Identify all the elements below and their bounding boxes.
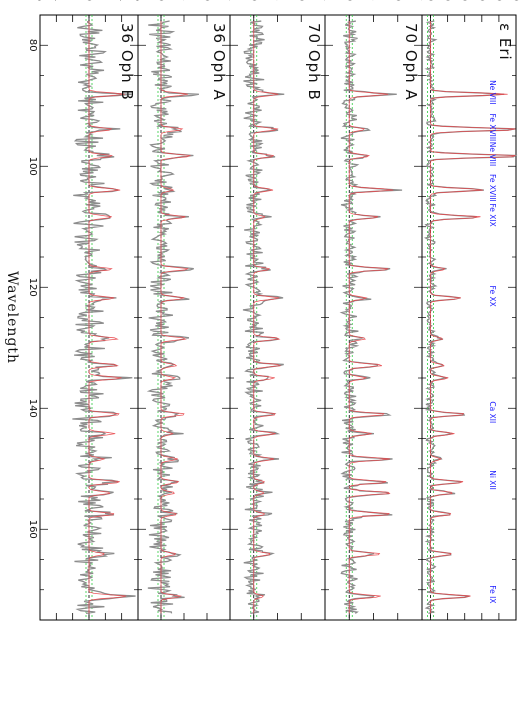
y-tick-label: 15 <box>224 0 235 1</box>
line-id-label: Ca XII <box>488 401 497 423</box>
observed-spectrum <box>146 20 199 614</box>
y-tick-label: 5 <box>178 0 189 1</box>
panel-label: ε Eri <box>496 23 514 61</box>
panel-5: -6 -4 -2 0 2 4 6 36 Oph B <box>34 0 143 621</box>
line-id-label: Fe XVIII <box>488 174 497 202</box>
y-tick-label: -2 <box>67 0 78 1</box>
panel-frame <box>421 14 517 621</box>
observed-spectrum <box>339 20 403 614</box>
observed-spectrum <box>423 20 518 614</box>
line-id-label: Ne VIII <box>488 142 497 166</box>
y-tick-label: -5 <box>132 0 143 1</box>
line-id-label: Fe XIX <box>488 203 497 226</box>
model-spectrum <box>430 21 516 614</box>
y-tick-label: 5 <box>368 0 379 1</box>
y-tick-label: -5 <box>224 0 235 1</box>
panel-frame <box>229 14 326 621</box>
y-tick-label: 10 <box>201 0 212 1</box>
line-id-label: Fe XVIII <box>488 113 497 141</box>
y-tick-label: 0 <box>248 0 259 1</box>
model-spectrum <box>88 21 127 614</box>
y-tick-label: 15 <box>416 0 427 1</box>
y-tick-label: 2 <box>99 0 110 1</box>
y-tick-label: -5 <box>319 0 330 1</box>
model-spectrum <box>253 21 282 614</box>
panel-label: 36 Oph A <box>210 23 228 101</box>
y-tick-label: 0 <box>155 0 166 1</box>
y-tick-label: 0 <box>425 0 436 1</box>
y-tick-label: 15 <box>319 0 330 1</box>
panel-frame <box>324 14 423 621</box>
observed-spectrum <box>72 21 136 614</box>
model-spectrum <box>348 21 394 614</box>
y-tick-label: 10 <box>442 0 453 1</box>
y-tick-label: 6 <box>132 0 143 1</box>
x-tick-label: 80 <box>27 39 38 52</box>
panel-label: 36 Oph B <box>118 23 136 101</box>
y-tick-label: 4 <box>116 0 127 1</box>
y-tick-label: -4 <box>50 0 61 1</box>
y-tick-label: 10 <box>295 0 306 1</box>
x-tick-label: 160 <box>27 520 38 539</box>
x-tick-label: 140 <box>27 399 38 418</box>
y-tick-label: -6 <box>34 0 45 1</box>
x-axis-title: Wavelength <box>4 271 20 364</box>
y-tick-label: 20 <box>459 0 470 1</box>
panel-4: -5 0 5 10 15 36 Oph A <box>132 0 235 621</box>
y-tick-label: 0 <box>83 0 94 1</box>
line-id-label: Fe IX <box>488 585 497 603</box>
observed-spectrum <box>242 20 285 614</box>
y-tick-label: 10 <box>392 0 403 1</box>
y-tick-label: 50 <box>510 0 521 1</box>
x-tick-label: 120 <box>27 278 38 297</box>
y-tick-label: 5 <box>272 0 283 1</box>
line-id-label: Ni XII <box>488 470 497 490</box>
model-spectrum <box>160 21 192 614</box>
panel-3: -5 0 5 10 15 70 Oph B <box>224 0 330 621</box>
line-id-label: Ne VIII <box>488 80 497 104</box>
panel-2: -5 0 5 10 15 70 Oph A <box>319 0 427 621</box>
panel-label: 70 Oph A <box>402 23 420 101</box>
panel-label: 70 Oph B <box>305 23 323 101</box>
line-id-label: Fe XX <box>488 286 497 307</box>
y-tick-label: 40 <box>493 0 504 1</box>
x-tick-label: 100 <box>27 157 38 176</box>
y-tick-label: 0 <box>343 0 354 1</box>
y-tick-label: 30 <box>476 0 487 1</box>
